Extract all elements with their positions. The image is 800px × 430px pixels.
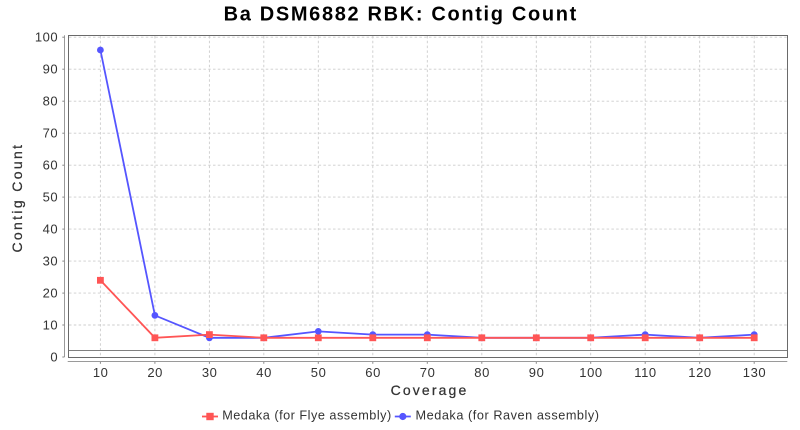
svg-text:60: 60 — [43, 158, 59, 173]
svg-text:120: 120 — [688, 365, 711, 380]
svg-text:60: 60 — [365, 365, 381, 380]
svg-text:70: 70 — [420, 365, 436, 380]
svg-text:100: 100 — [35, 30, 58, 45]
svg-text:50: 50 — [43, 190, 59, 205]
svg-text:50: 50 — [311, 365, 327, 380]
svg-text:80: 80 — [474, 365, 490, 380]
svg-text:Medaka (for Raven assembly): Medaka (for Raven assembly) — [416, 409, 600, 423]
svg-text:0: 0 — [50, 350, 58, 365]
svg-text:30: 30 — [202, 365, 218, 380]
svg-text:20: 20 — [147, 365, 163, 380]
svg-text:20: 20 — [43, 286, 59, 301]
svg-text:100: 100 — [579, 365, 602, 380]
svg-text:130: 130 — [743, 365, 766, 380]
svg-text:Coverage: Coverage — [391, 382, 469, 398]
svg-text:30: 30 — [43, 254, 59, 269]
svg-text:90: 90 — [43, 62, 59, 77]
svg-text:80: 80 — [43, 94, 59, 109]
svg-text:Ba DSM6882 RBK: Contig Count: Ba DSM6882 RBK: Contig Count — [224, 4, 578, 26]
svg-text:Medaka (for Flye assembly): Medaka (for Flye assembly) — [222, 409, 392, 423]
svg-text:110: 110 — [634, 365, 656, 380]
svg-text:Contig Count: Contig Count — [9, 143, 25, 253]
svg-text:10: 10 — [43, 318, 59, 333]
svg-text:90: 90 — [529, 365, 545, 380]
svg-text:70: 70 — [43, 126, 59, 141]
svg-text:40: 40 — [43, 222, 59, 237]
svg-text:10: 10 — [93, 365, 109, 380]
svg-text:40: 40 — [256, 365, 272, 380]
